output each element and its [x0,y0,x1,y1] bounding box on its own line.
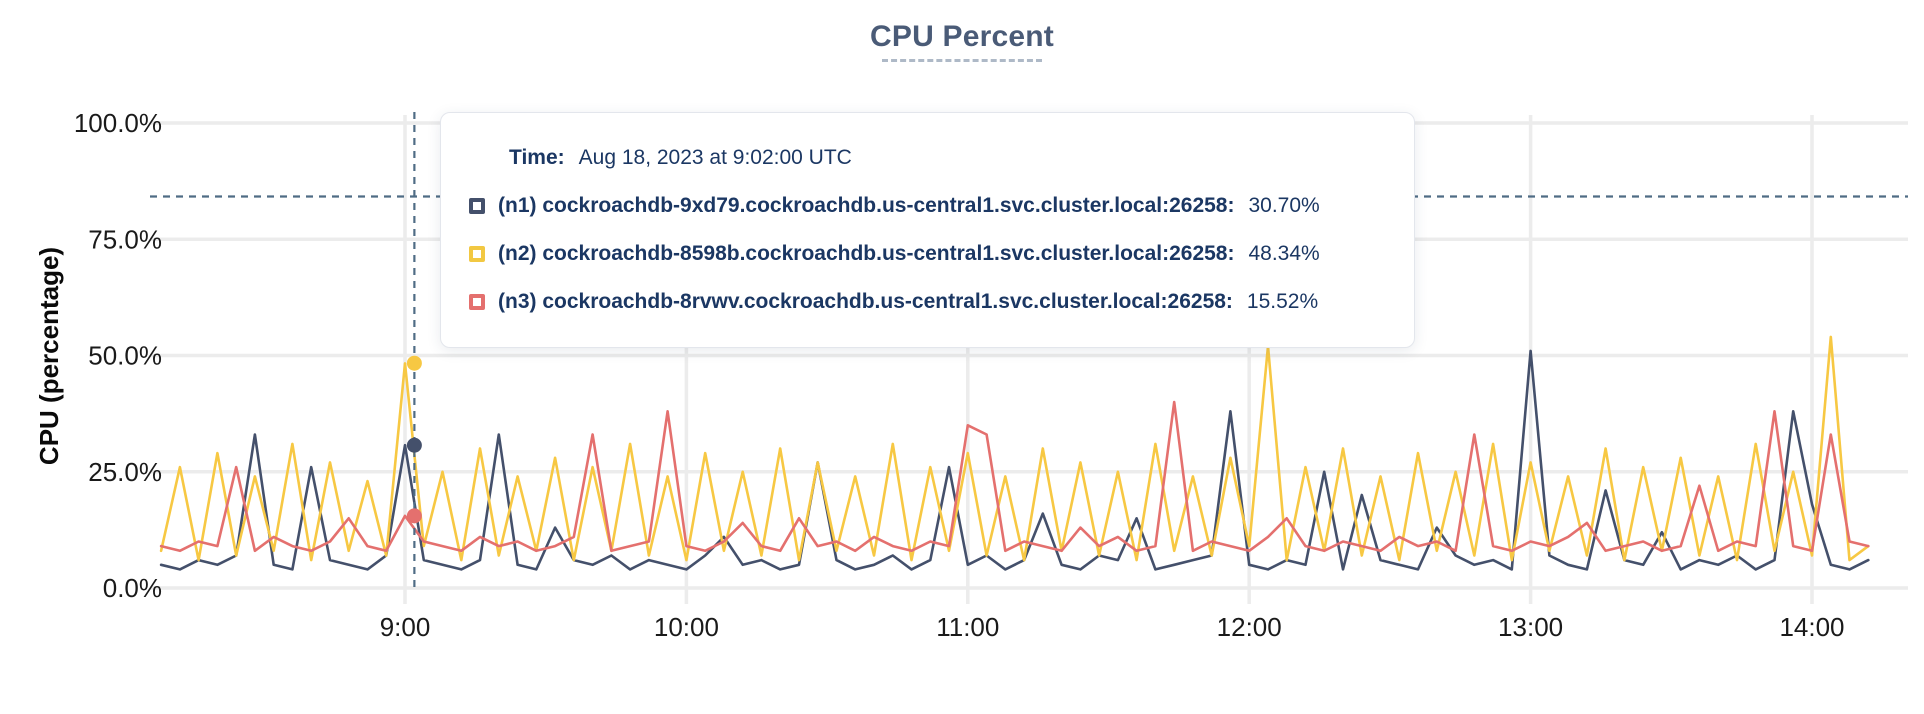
x-tick-label: 14:00 [1779,612,1844,642]
hover-point-n2 [406,355,422,371]
x-tick-label: 13:00 [1498,612,1563,642]
series-line-n3[interactable] [159,400,1870,553]
y-tick-label: 50.0% [88,341,162,371]
tooltip-row-n2-value: 48.34% [1248,242,1320,265]
tooltip-row-n3: (n3) cockroachdb-8rvwv.cockroachdb.us-ce… [469,287,1374,317]
series-line-n2[interactable] [159,335,1870,562]
chart-title-underline [882,59,1042,62]
tooltip-row-n3-value: 15.52% [1246,290,1319,313]
y-tick-label: 0.0% [103,573,162,603]
tooltip-row-n1: (n1) cockroachdb-9xd79.cockroachdb.us-ce… [469,191,1374,221]
hover-point-n3 [406,508,422,524]
x-tick-label: 11:00 [936,612,999,642]
y-axis-title: CPU (percentage) [34,247,64,465]
chart-tooltip: Time: Aug 18, 2023 at 9:02:00 UTC (n1) co… [440,112,1415,348]
tooltip-row-n3-label: (n3) cockroachdb-8rvwv.cockroachdb.us-ce… [498,290,1233,313]
y-tick-label: 100.0% [74,108,162,138]
tooltip-row-n2: (n2) cockroachdb-8598b.cockroachdb.us-ce… [469,239,1374,269]
x-tick-label: 9:00 [380,612,431,642]
x-tick-label: 12:00 [1217,612,1282,642]
tooltip-row-n1-label: (n1) cockroachdb-9xd79.cockroachdb.us-ce… [498,194,1235,217]
tooltip-row-n2-label: (n2) cockroachdb-8598b.cockroachdb.us-ce… [498,242,1235,265]
tooltip-time-label: Time: [509,146,565,169]
x-tick-label: 10:00 [654,612,719,642]
series-n1-swatch-icon [469,198,485,214]
tooltip-row-n1-value: 30.70% [1248,194,1320,217]
y-tick-label: 25.0% [88,457,162,487]
series-n3-swatch-icon [469,294,485,310]
series-line-n1[interactable] [159,349,1870,571]
tooltip-time-row: Time: Aug 18, 2023 at 9:02:00 UTC [509,143,1374,173]
hover-point-n1 [406,437,422,453]
series-n2-swatch-icon [469,246,485,262]
tooltip-time-value: Aug 18, 2023 at 9:02:00 UTC [578,146,852,169]
y-tick-label: 75.0% [88,224,162,254]
chart-title: CPU Percent [870,20,1054,53]
